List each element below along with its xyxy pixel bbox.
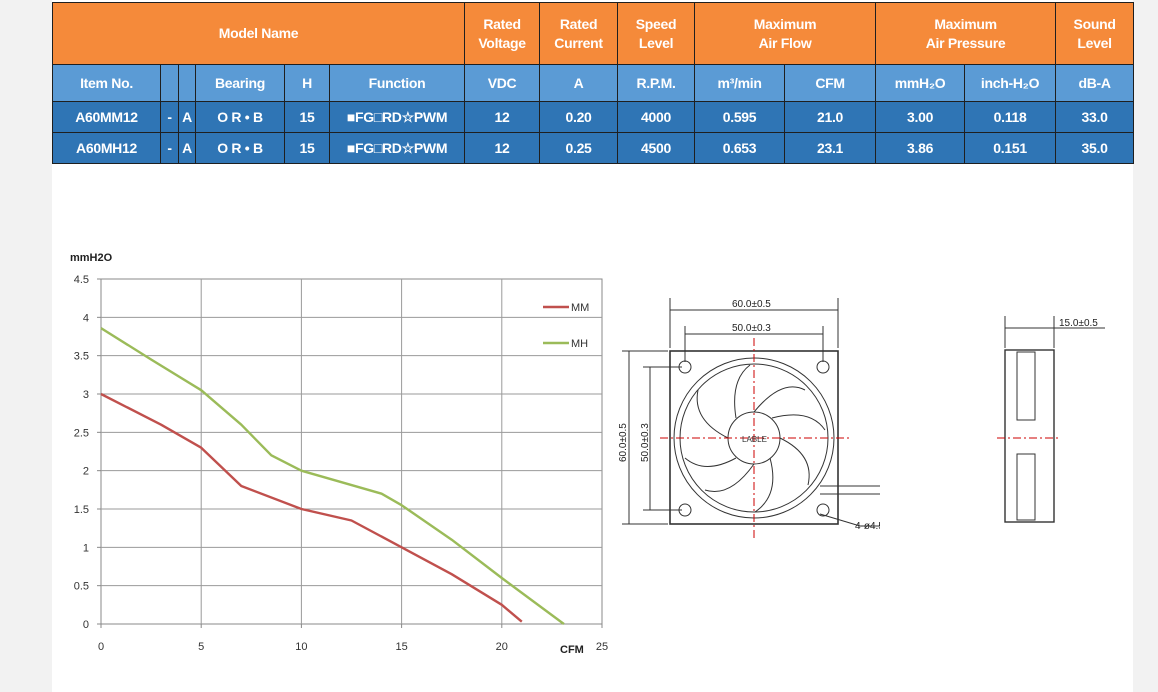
x-tick-label: 10	[295, 641, 307, 653]
y-tick-label: 2	[83, 466, 89, 478]
dim-60-label: 60.0±0.5	[732, 299, 771, 310]
subheader-rpm: R.P.M.	[617, 64, 696, 102]
series	[100, 327, 565, 625]
side-dim-label: 15.0±0.5	[1059, 318, 1098, 329]
cell-bearing: O R • B	[195, 101, 285, 133]
cell-vdc: 12	[464, 132, 541, 164]
legend-label-mm: MM	[571, 302, 589, 314]
legend-label-mh: MH	[571, 338, 588, 350]
series-line-mh	[100, 327, 565, 625]
fan-side-drawing: 15.0±0.5	[997, 316, 1105, 523]
subheader-row: Item No. Bearing H Function VDC A R.P.M.…	[52, 64, 1135, 102]
subheader-inch-h2o: inch-H₂O	[964, 64, 1057, 102]
cell-function: ■FG□RD☆PWM	[328, 132, 466, 164]
subheader-cfm: CFM	[784, 64, 877, 102]
header-rated-voltage: Rated Voltage	[464, 2, 541, 65]
cell-rpm: 4000	[617, 101, 696, 133]
cell-dash: -	[160, 132, 179, 164]
page-margin-left	[0, 0, 52, 692]
header-model-name: Model Name	[51, 2, 466, 65]
subheader-blank-2	[178, 64, 196, 102]
header-max-air-flow: Maximum Air Flow	[694, 2, 877, 65]
x-axis-label: CFM	[560, 644, 584, 656]
plot-area	[100, 278, 603, 625]
cell-m3min: 0.595	[694, 101, 786, 133]
y-tick-label: 3	[83, 389, 89, 401]
y-tick-label: 4.5	[74, 274, 89, 286]
y-tick-label: 1.5	[74, 504, 89, 516]
subheader-a: A	[539, 64, 619, 102]
center-lines	[660, 338, 850, 538]
cell-suffix: A	[178, 132, 196, 164]
cell-bearing: O R • B	[195, 132, 285, 164]
cell-function: ■FG□RD☆PWM	[328, 101, 466, 133]
header-sound-level: Sound Level	[1055, 2, 1135, 65]
header-speed-level: Speed Level	[617, 2, 696, 65]
y-tick-label: 2.5	[74, 427, 89, 439]
cell-rpm: 4500	[617, 132, 696, 164]
cell-inch-h2o: 0.151	[964, 132, 1057, 164]
x-tick-label: 5	[198, 641, 204, 653]
subheader-dba: dB-A	[1055, 64, 1135, 102]
y-tick-label: 0.5	[74, 581, 89, 593]
dim-50-vertical-label: 50.0±0.3	[640, 423, 651, 462]
cell-a: 0.25	[539, 132, 619, 164]
pq-curve-chart: mmH2O CFM 0 0.5 1 1.5 2 2.5 3 3.5 4 4.5 0 5 10 15 20 25…	[70, 252, 608, 656]
x-tick-label: 0	[98, 641, 104, 653]
cell-h: 15	[284, 132, 330, 164]
subheader-blank-1	[160, 64, 179, 102]
grid	[97, 278, 603, 628]
y-axis-label: mmH2O	[70, 252, 113, 264]
cell-m3min: 0.653	[694, 132, 786, 164]
legend: MM MH	[543, 302, 589, 350]
dim-50-label: 50.0±0.3	[732, 323, 771, 334]
subheader-m3min: m³/min	[694, 64, 786, 102]
cell-h: 15	[284, 101, 330, 133]
label-marking: LABLE	[742, 435, 767, 444]
mounting-holes	[678, 360, 830, 517]
cell-mmh2o: 3.00	[875, 101, 966, 133]
subheader-bearing: Bearing	[195, 64, 285, 102]
y-tick-label: 4	[83, 312, 89, 324]
subheader-item-no: Item No.	[52, 64, 161, 102]
fan-cable	[820, 485, 880, 495]
side-frame	[1004, 349, 1055, 523]
cell-dash: -	[160, 101, 179, 133]
y-tick-label: 0	[83, 619, 89, 631]
page-margin-right	[1133, 0, 1158, 692]
header-rated-current: Rated Current	[539, 2, 619, 65]
cell-item-no: A60MM12	[52, 101, 161, 133]
cell-cfm: 21.0	[784, 101, 877, 133]
header-max-air-pressure: Maximum Air Pressure	[875, 2, 1057, 65]
tick-labels: 0 0.5 1 1.5 2 2.5 3 3.5 4 4.5 0 5 10 15 20 25	[74, 274, 608, 653]
x-tick-label: 25	[596, 641, 608, 653]
dim-60-vertical-label: 60.0±0.5	[618, 423, 629, 462]
cell-dba: 35.0	[1055, 132, 1135, 164]
cell-item-no: A60MH12	[52, 132, 161, 164]
cell-a: 0.20	[539, 101, 619, 133]
series-line-mm	[100, 392, 523, 623]
cell-vdc: 12	[464, 101, 541, 133]
table-row: A60MH12 - A O R • B 15 ■FG□RD☆PWM 12 0.2…	[52, 132, 1135, 164]
fan-front-drawing: 60.0±0.5 50.0±0.3 60.0±0.5 50.0±0.3 LABL…	[618, 298, 880, 538]
header-row: Model Name Rated Voltage Rated Current Spe…	[51, 2, 1135, 65]
y-tick-label: 1	[83, 542, 89, 554]
table-row: A60MM12 - A O R • B 15 ■FG□RD☆PWM 12 0.2…	[52, 101, 1135, 133]
cell-cfm: 23.1	[784, 132, 877, 164]
hole-note: 4-ø4.5±0.3	[855, 521, 880, 532]
cell-mmh2o: 3.86	[875, 132, 966, 164]
cell-dba: 33.0	[1055, 101, 1135, 133]
subheader-h: H	[284, 64, 330, 102]
fan-blades	[684, 364, 826, 513]
cell-inch-h2o: 0.118	[964, 101, 1057, 133]
subheader-function: Function	[328, 64, 466, 102]
cell-suffix: A	[178, 101, 196, 133]
y-tick-label: 3.5	[74, 351, 89, 363]
subheader-mmh2o: mmH₂O	[875, 64, 966, 102]
subheader-vdc: VDC	[464, 64, 541, 102]
x-tick-label: 15	[395, 641, 407, 653]
x-tick-label: 20	[496, 641, 508, 653]
spec-table: Model Name Rated Voltage Rated Current Spe…	[51, 2, 1135, 164]
